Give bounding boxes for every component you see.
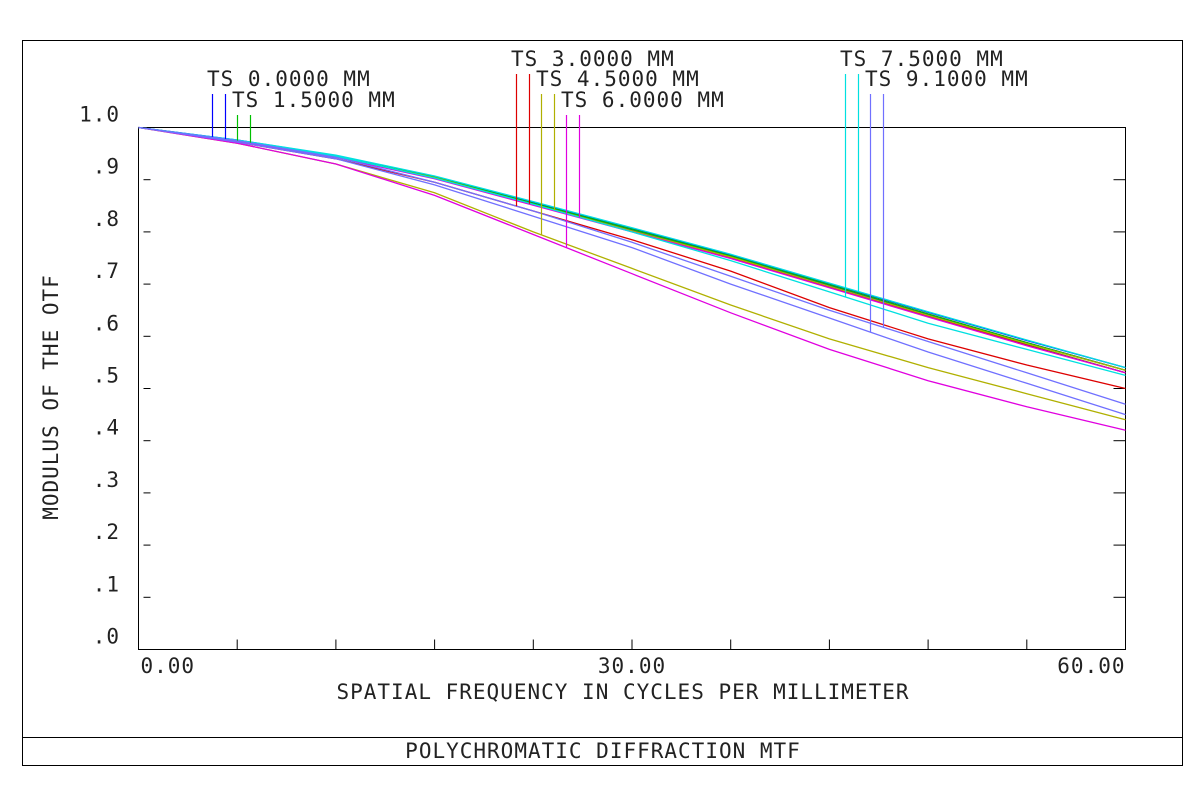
- chart-title: POLYCHROMATIC DIFFRACTION MTF: [405, 739, 801, 763]
- mtf-curve: [138, 126, 1126, 431]
- y-tick-label: .7: [93, 259, 120, 283]
- y-axis-label: MODULUS OF THE OTF: [39, 274, 63, 520]
- legend-label: TS 3.0000 MM: [511, 47, 675, 71]
- legend-label: TS 1.5000 MM: [232, 88, 396, 112]
- mtf-curve: [138, 126, 1126, 371]
- legend-label: TS 9.1000 MM: [865, 67, 1029, 91]
- legend-label: TS 7.5000 MM: [840, 47, 1004, 71]
- y-tick-label: 1.0: [79, 103, 120, 127]
- y-tick-label: .8: [93, 207, 120, 231]
- x-axis-label: SPATIAL FREQUENCY IN CYCLES PER MILLIMET…: [336, 680, 909, 704]
- mtf-curve: [138, 126, 1126, 371]
- outer-frame: [22, 40, 1183, 766]
- y-tick-label: .0: [93, 625, 120, 649]
- legend-label: TS 0.0000 MM: [207, 67, 371, 91]
- y-tick-label: .5: [93, 364, 120, 388]
- y-tick-label: .1: [93, 572, 120, 596]
- plot-frame: [138, 127, 1126, 650]
- legend-label: TS 4.5000 MM: [536, 67, 700, 91]
- mtf-curve: [138, 126, 1126, 371]
- x-tick-label: 60.00: [1057, 654, 1125, 678]
- y-tick-label: .9: [93, 155, 120, 179]
- y-tick-label: .6: [93, 311, 120, 335]
- y-tick-label: .3: [93, 468, 120, 492]
- x-tick-label: 30.00: [598, 654, 666, 678]
- legend-label: TS 6.0000 MM: [561, 88, 725, 112]
- mtf-curve: [138, 126, 1126, 390]
- mtf-curve: [138, 126, 1126, 416]
- mtf-curve: [138, 126, 1126, 369]
- y-tick-label: .2: [93, 520, 120, 544]
- x-tick-label: 0.00: [141, 654, 196, 678]
- mtf-curve: [138, 126, 1126, 377]
- y-tick-label: .4: [93, 416, 120, 440]
- mtf-curve: [138, 126, 1126, 405]
